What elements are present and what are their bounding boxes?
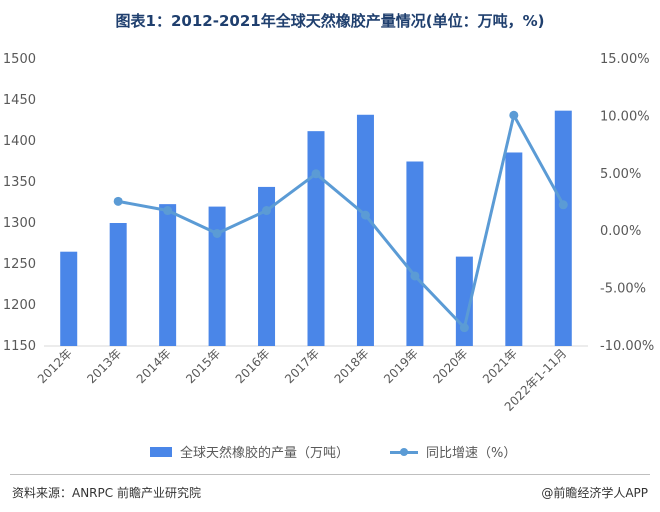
right-tick-label: 5.00% (600, 167, 641, 182)
legend-item-growth[interactable]: 同比增速（%） (390, 442, 516, 461)
left-tick-label: 1250 (3, 257, 36, 272)
x-tick-label: 2018年 (332, 346, 372, 386)
growth-line (117, 113, 565, 330)
growth-point (113, 196, 123, 206)
chart-title: 图表1：2012-2021年全球天然橡胶产量情况(单位：万吨，%) (115, 12, 545, 30)
legend-bar-swatch (150, 446, 172, 457)
bar (505, 152, 523, 346)
x-tick-label: 2021年 (480, 346, 520, 386)
bar (60, 251, 78, 346)
left-tick-label: 1350 (3, 175, 36, 190)
x-tick-label: 2020年 (431, 346, 471, 386)
legend: 全球天然橡胶的产量（万吨） 同比增速（%） (0, 442, 660, 462)
bar (258, 186, 276, 346)
left-tick-label: 1500 (3, 52, 36, 67)
x-tick-label: 2014年 (134, 346, 174, 386)
growth-point (212, 228, 222, 238)
right-tick-label: 0.00% (600, 224, 641, 239)
source-note: 资料来源：ANRPC 前瞻产业研究院 (12, 486, 201, 500)
bar (159, 204, 177, 346)
bar (406, 161, 424, 346)
x-tick-label: 2016年 (233, 346, 273, 386)
x-tick-label: 2012年 (35, 346, 75, 386)
right-axis-ticks: -10.00% -5.00% 0.00% 5.00% 10.00% 15.00% (600, 52, 654, 354)
legend-label-growth: 同比增速（%） (426, 446, 517, 461)
x-tick-label: 2013年 (84, 346, 124, 386)
bar (109, 223, 127, 346)
brand-credit: @前瞻经济学人APP (541, 486, 648, 500)
growth-point (311, 169, 321, 179)
left-tick-label: 1150 (3, 339, 36, 354)
left-tick-label: 1400 (3, 134, 36, 149)
growth-point (360, 210, 370, 220)
x-tick-label: 2017年 (282, 346, 322, 386)
left-tick-label: 1450 (3, 93, 36, 108)
legend-line-swatch (390, 447, 418, 457)
legend-label-production: 全球天然橡胶的产量（万吨） (180, 446, 350, 461)
right-tick-label: -5.00% (600, 282, 646, 297)
footer-divider (10, 474, 650, 475)
left-axis-ticks: 1150 1200 1250 1300 1350 1400 1450 1500 (3, 52, 36, 354)
bar-series (60, 110, 572, 346)
growth-point (163, 206, 173, 216)
bar (554, 110, 572, 346)
right-tick-label: -10.00% (600, 339, 654, 354)
right-tick-label: 15.00% (600, 52, 650, 67)
growth-point (558, 200, 568, 210)
chart-plot: 1150 1200 1250 1300 1350 1400 1450 1500 -10.00%… (3, 52, 654, 414)
left-tick-label: 1300 (3, 216, 36, 231)
legend-item-production[interactable]: 全球天然橡胶的产量（万吨） (150, 442, 349, 461)
left-tick-label: 1200 (3, 298, 36, 313)
bar (208, 206, 226, 346)
right-tick-label: 10.00% (600, 109, 650, 124)
growth-point (410, 271, 420, 281)
x-tick-label: 2019年 (381, 346, 421, 386)
x-axis-ticks: 2012年 2013年 2014年 2015年 2016年 2017年 2018年 2019年… (35, 346, 570, 414)
growth-point (509, 110, 519, 120)
bar (356, 114, 374, 346)
bar (307, 131, 325, 346)
growth-point (262, 206, 272, 216)
growth-line-series (113, 110, 568, 333)
x-tick-label: 2015年 (183, 346, 223, 386)
growth-point (459, 323, 469, 333)
